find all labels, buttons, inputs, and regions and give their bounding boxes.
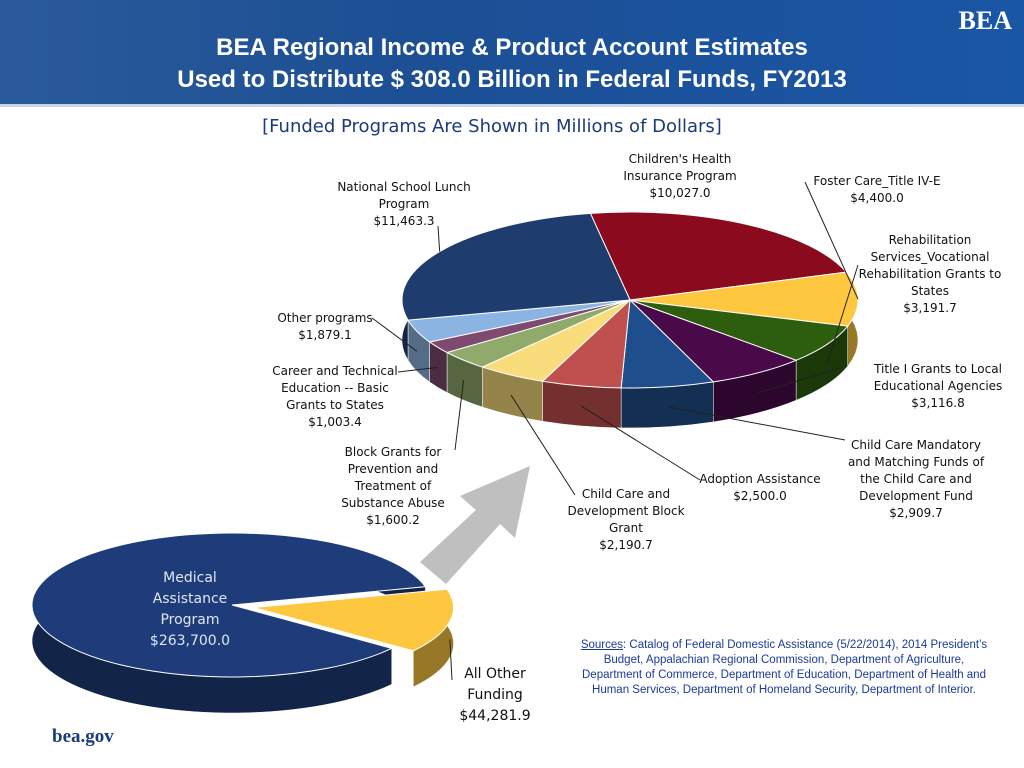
leader-line <box>454 380 465 451</box>
logo: BEA <box>958 6 1012 35</box>
value-label: $1,003.4 <box>308 415 362 429</box>
footer: bea.gov <box>52 726 114 747</box>
value-label: $44,281.9 <box>459 708 531 724</box>
value-label: $2,909.7 <box>889 506 943 520</box>
value-label: $1,879.1 <box>298 328 352 342</box>
arrow <box>420 466 530 584</box>
leader-line <box>826 264 859 365</box>
sources: Sources: Catalog of Federal Domestic Ass… <box>578 638 990 698</box>
slice-label: Child Care and Development Block Grant $2… <box>564 486 689 554</box>
slice-label: Foster Care_Title IV-E $4,400.0 <box>807 173 947 207</box>
category-name: Child Care Mandatory and Matching Funds … <box>847 438 985 503</box>
category-name: Other programs <box>277 311 373 325</box>
pie-slice <box>253 588 455 652</box>
category-name: Block Grants for Prevention and Treatmen… <box>341 445 445 510</box>
slice-label: Block Grants for Prevention and Treatmen… <box>338 444 448 529</box>
value-label: $4,400.0 <box>850 191 904 205</box>
category-name: Medical Assistance Program <box>152 570 228 628</box>
category-name: All Other Funding <box>464 666 526 703</box>
slice-label: Medical Assistance Program $263,700.0 <box>125 568 255 652</box>
category-name: Children's Health Insurance Program <box>623 152 737 183</box>
value-label: $2,190.7 <box>599 538 653 552</box>
sources-text: : Catalog of Federal Domestic Assistance… <box>582 639 988 696</box>
pie-slice <box>629 299 798 383</box>
value-label: $3,191.7 <box>903 301 957 315</box>
slice-label: Title I Grants to Local Educational Agen… <box>871 361 1006 412</box>
pie-slice <box>629 299 849 361</box>
category-name: Adoption Assistance <box>699 472 821 486</box>
slice-label: Other programs $1,879.1 <box>270 310 380 344</box>
slice-label: Career and Technical Education -- Basic … <box>270 363 400 431</box>
slice-side <box>542 380 622 429</box>
value-label: $2,500.0 <box>733 489 787 503</box>
pie-slice <box>589 211 848 301</box>
leader-line <box>667 406 846 441</box>
pie-slice <box>629 271 859 327</box>
category-name: Foster Care_Title IV-E <box>813 174 941 188</box>
slice-side <box>620 381 714 429</box>
title-line: Used to Distribute $ 308.0 Billion in Fe… <box>177 66 847 93</box>
title-line: BEA Regional Income & Product Account Es… <box>216 34 808 61</box>
pie-slice <box>31 532 427 678</box>
leader-line <box>371 317 418 352</box>
leader-line <box>580 405 701 481</box>
sources-label: Sources <box>580 639 624 651</box>
leader-line <box>437 225 441 252</box>
leader-line <box>449 639 453 681</box>
value-label: $3,116.8 <box>911 396 965 410</box>
value-label: $263,700.0 <box>149 633 231 649</box>
value-label: $10,027.0 <box>649 186 711 200</box>
category-name: Child Care and Development Block Grant <box>567 487 685 535</box>
value-label: $11,463.3 <box>373 214 435 228</box>
category-name: Title I Grants to Local Educational Agen… <box>873 362 1003 393</box>
slice-label: Children's Health Insurance Program $10,0… <box>615 151 745 202</box>
category-name: National School Lunch Program <box>337 180 471 211</box>
leader-line <box>757 367 841 394</box>
category-name: Rehabilitation Services_Vocational Rehab… <box>858 233 1002 298</box>
subtitle: [Funded Programs Are Shown in Millions o… <box>262 116 722 137</box>
header: BEA Regional Income & Product Account Es… <box>0 0 1024 107</box>
slice-label: Adoption Assistance $2,500.0 <box>695 471 825 505</box>
slice-label: Child Care Mandatory and Matching Funds … <box>844 437 989 522</box>
slice-label: Rehabilitation Services_Vocational Rehab… <box>855 232 1005 317</box>
leader-line <box>804 181 859 300</box>
leader-line <box>397 366 438 373</box>
value-label: $1,600.2 <box>366 513 420 527</box>
slice-label: National School Lunch Program $11,463.3 <box>334 179 474 230</box>
slice-label: All Other Funding $44,281.9 <box>440 664 550 727</box>
category-name: Career and Technical Education -- Basic … <box>272 364 398 412</box>
leader-line <box>510 394 576 496</box>
